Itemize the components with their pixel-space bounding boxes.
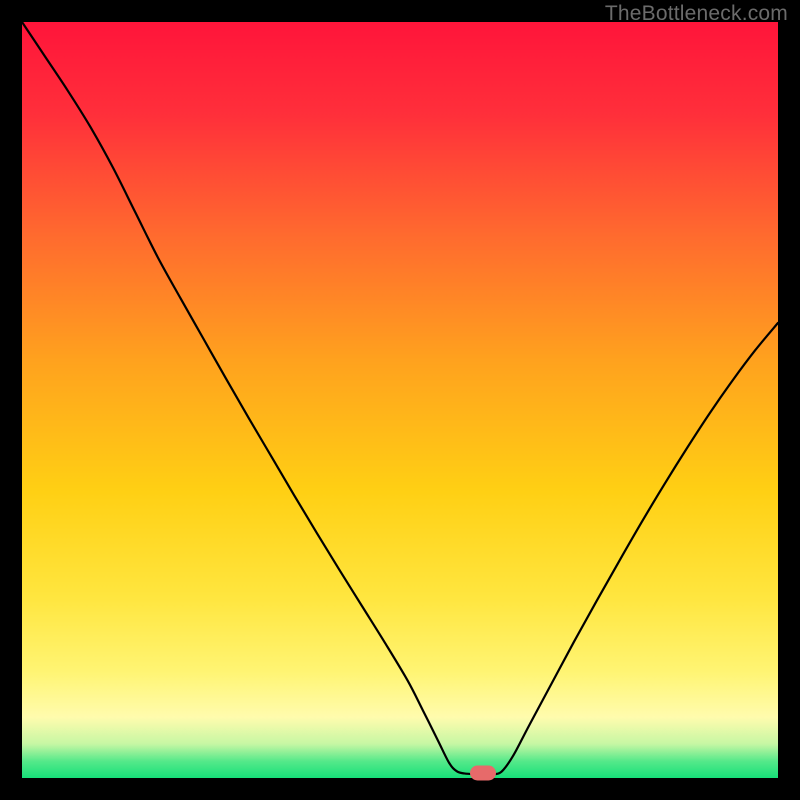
chart-container: TheBottleneck.com [0, 0, 800, 800]
bottleneck-curve [22, 22, 778, 778]
plot-area [22, 22, 778, 778]
optimum-marker [470, 765, 496, 780]
watermark-text: TheBottleneck.com [605, 2, 788, 26]
